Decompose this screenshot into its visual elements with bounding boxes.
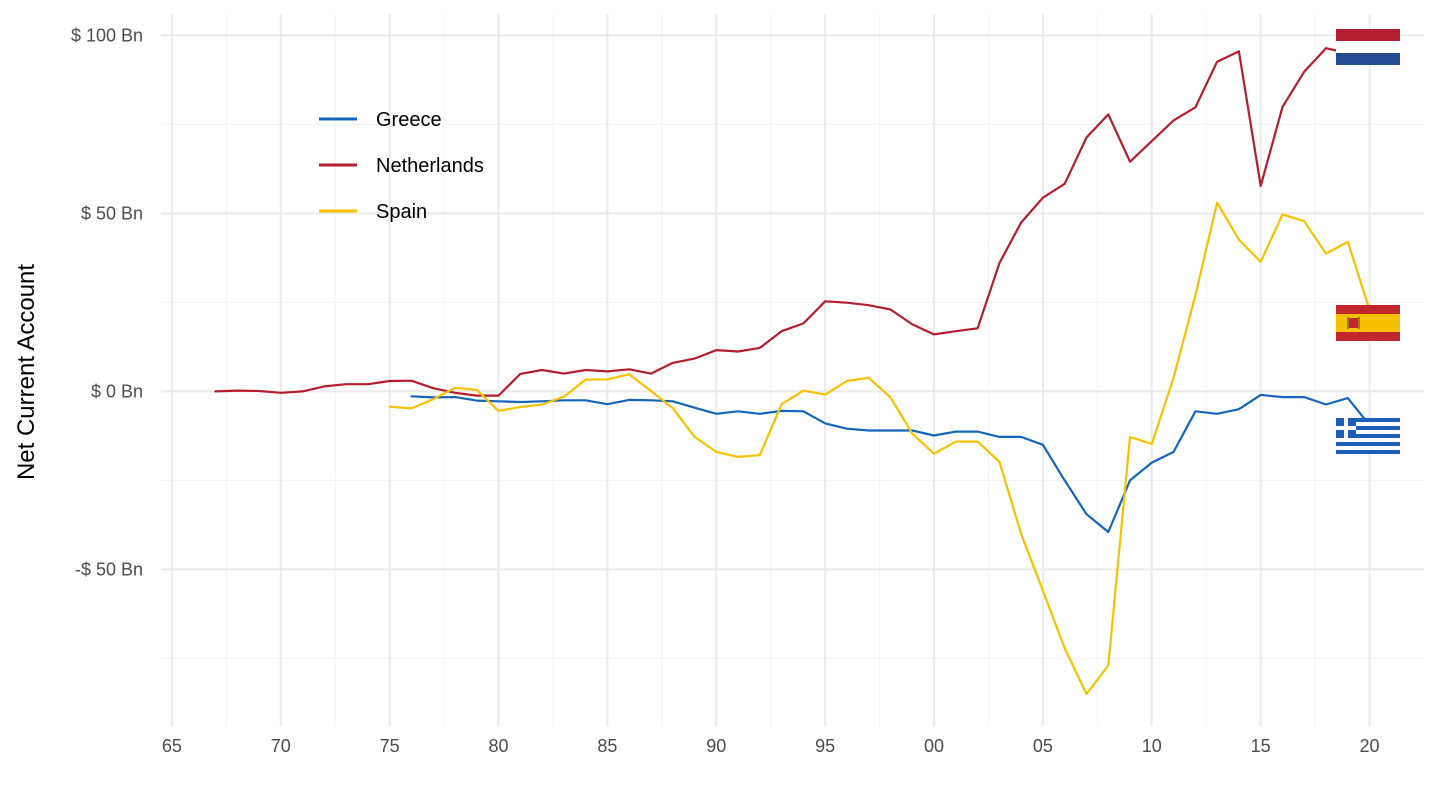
y-tick-label: $ 50 Bn [81,203,143,223]
x-tick-label: 80 [489,736,509,756]
x-tick-label: 20 [1360,736,1380,756]
series-lines [214,47,1371,696]
series-line-netherlands [214,47,1349,397]
x-tick-label: 00 [924,736,944,756]
netherlands-flag-icon [1336,29,1400,65]
x-tick-label: 90 [706,736,726,756]
legend-item-netherlands: Netherlands [319,155,484,177]
y-tick-label: -$ 50 Bn [75,559,143,579]
x-tick-label: 70 [271,736,291,756]
legend-item-greece: Greece [319,109,442,131]
legend-label-spain: Spain [376,201,427,223]
x-tick-label: 05 [1033,736,1053,756]
y-axis-label: Net Current Account [13,264,40,480]
minor-gridlines [161,14,1424,726]
x-tick-label: 65 [162,736,182,756]
legend: Greece Netherlands Spain [319,109,484,223]
greece-flag-icon [1336,418,1400,454]
x-tick-label: 15 [1251,736,1271,756]
flag-icons [1336,29,1400,454]
legend-label-netherlands: Netherlands [376,155,484,177]
x-tick-label: 75 [380,736,400,756]
legend-label-greece: Greece [376,109,442,131]
major-gridlines [161,14,1424,726]
legend-item-spain: Spain [319,201,427,223]
x-tick-label: 95 [815,736,835,756]
y-tick-label: $ 100 Bn [71,25,143,45]
x-axis-tick-labels: 65 70 75 80 85 90 95 00 05 10 15 20 [162,736,1380,756]
y-tick-label: $ 0 Bn [91,381,143,401]
series-line-spain [388,201,1371,696]
series-line-greece [410,393,1371,534]
x-tick-label: 85 [597,736,617,756]
x-tick-label: 10 [1142,736,1162,756]
spain-flag-icon [1336,305,1400,341]
y-axis-tick-labels: $ 100 Bn $ 50 Bn $ 0 Bn -$ 50 Bn [71,25,143,579]
